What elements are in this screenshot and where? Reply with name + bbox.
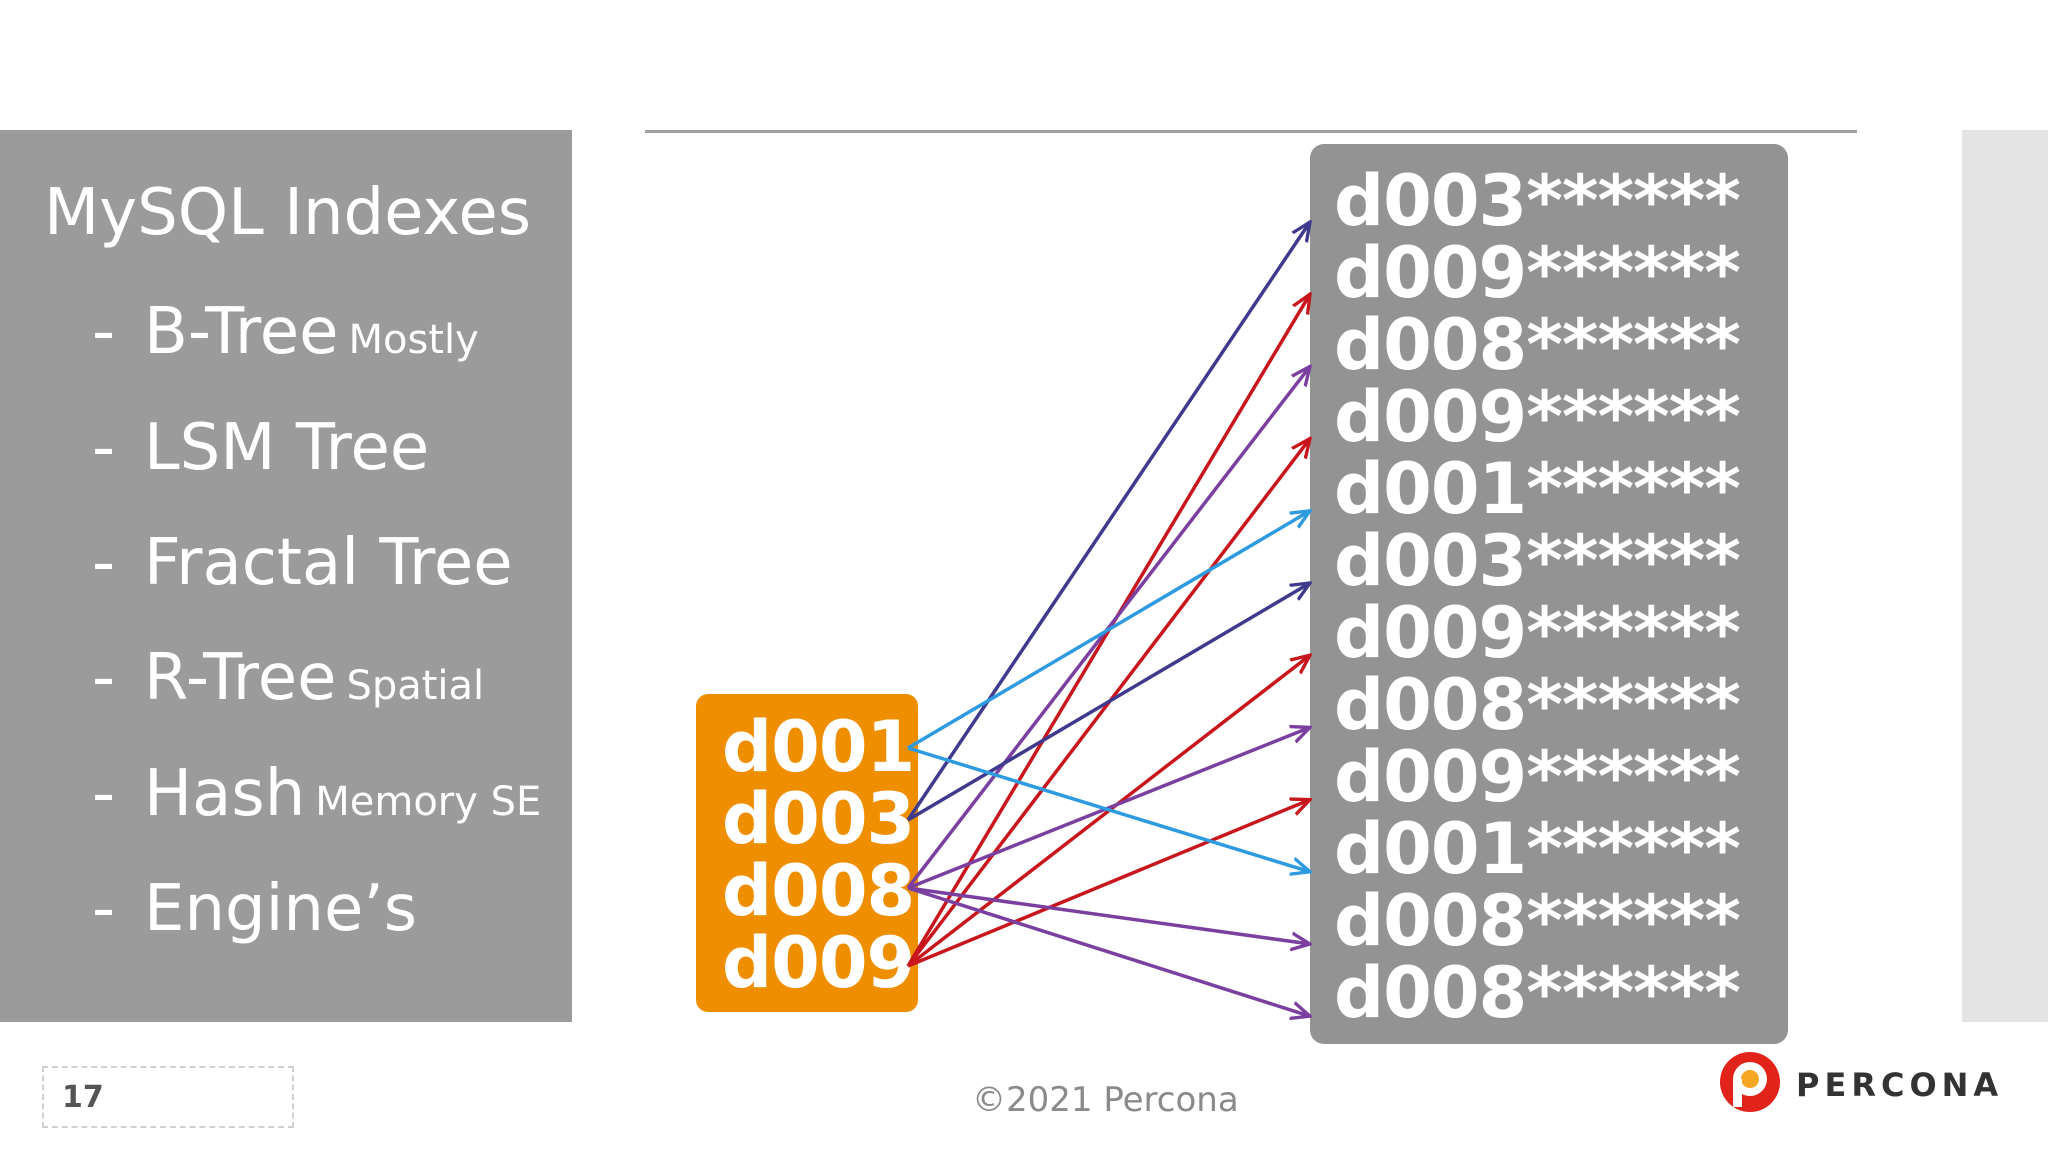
bullet-dash: - bbox=[92, 295, 116, 369]
top-divider bbox=[645, 130, 1857, 133]
table-row: d009****** bbox=[1334, 376, 1741, 458]
bullet-text: Fractal Tree bbox=[144, 526, 513, 600]
index-key-d001: d001 bbox=[722, 706, 915, 788]
index-key-d008: d008 bbox=[722, 850, 915, 932]
bullet-note: Mostly bbox=[348, 317, 479, 363]
arrow-d008-to-row-12 bbox=[907, 886, 1310, 1016]
index-key-d003: d003 bbox=[722, 778, 915, 860]
arrow-d009-to-row-9 bbox=[907, 800, 1310, 968]
arrow-d001-to-row-5 bbox=[907, 511, 1310, 750]
table-row: d008****** bbox=[1334, 664, 1741, 746]
arrow-d008-to-row-8 bbox=[907, 727, 1310, 890]
table-row: d003****** bbox=[1334, 160, 1741, 242]
table-row: d008****** bbox=[1334, 952, 1741, 1034]
bullet-text: LSM Tree bbox=[144, 411, 430, 485]
bullet-dash: - bbox=[92, 872, 116, 946]
table-row: d001****** bbox=[1334, 448, 1741, 530]
bullet-rtree: - R-Tree Spatial bbox=[92, 646, 484, 710]
page-number-box bbox=[42, 1066, 294, 1128]
table-rows-box bbox=[1310, 144, 1788, 1044]
bullet-dash: - bbox=[92, 526, 116, 600]
arrow-d008-to-row-3 bbox=[906, 366, 1310, 890]
bullet-fractal-tree: - Fractal Tree bbox=[92, 531, 513, 595]
bullet-dash: - bbox=[92, 757, 116, 831]
bullet-dash: - bbox=[92, 641, 116, 715]
percona-logo-icon bbox=[1720, 1052, 1780, 1112]
arrow-d001-to-row-10 bbox=[907, 746, 1310, 872]
bullet-text: Engine’s bbox=[144, 872, 418, 946]
left-panel bbox=[0, 130, 572, 1022]
table-row: d009****** bbox=[1334, 232, 1741, 314]
table-row: d003****** bbox=[1334, 520, 1741, 602]
brand-wordmark: PERCONA bbox=[1796, 1066, 2004, 1104]
bullet-lsm-tree: - LSM Tree bbox=[92, 416, 429, 480]
index-key-d009: d009 bbox=[722, 922, 915, 1004]
index-key-box bbox=[696, 694, 918, 1012]
slide-title: MySQL Indexes bbox=[44, 176, 532, 250]
table-row: d009****** bbox=[1334, 736, 1741, 818]
page-number: 17 bbox=[62, 1080, 104, 1115]
bullet-text: R-Tree bbox=[144, 641, 337, 715]
bullet-btree: - B-Tree Mostly bbox=[92, 300, 479, 364]
bullet-note: Spatial bbox=[346, 663, 485, 709]
arrow-d003-to-row-6 bbox=[907, 583, 1310, 822]
table-row: d008****** bbox=[1334, 880, 1741, 962]
copyright-text: ©2021 Percona bbox=[972, 1080, 1239, 1120]
table-row: d008****** bbox=[1334, 304, 1741, 386]
right-edge-strip bbox=[1962, 130, 2048, 1022]
bullet-engines: - Engine’s bbox=[92, 877, 417, 941]
bullet-text: Hash bbox=[144, 757, 306, 831]
bullet-dash: - bbox=[92, 411, 116, 485]
table-row: d001****** bbox=[1334, 808, 1741, 890]
bullet-hash: - Hash Memory SE bbox=[92, 762, 541, 826]
bullet-text: B-Tree bbox=[144, 295, 339, 369]
arrow-d008-to-row-11 bbox=[907, 886, 1310, 944]
arrow-d003-to-row-1 bbox=[906, 222, 1310, 821]
table-row: d009****** bbox=[1334, 592, 1741, 674]
bullet-note: Memory SE bbox=[315, 779, 542, 825]
